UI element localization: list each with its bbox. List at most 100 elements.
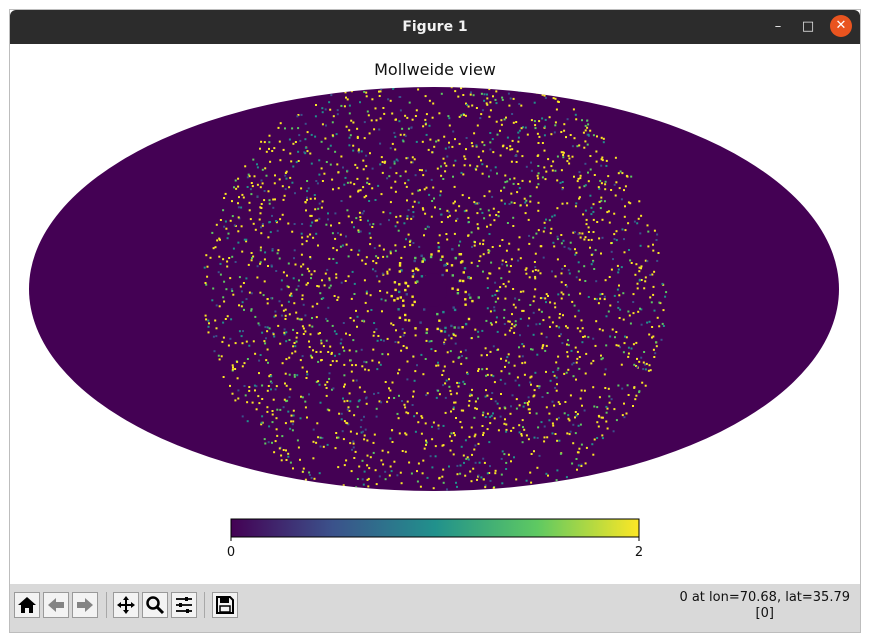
data-pixel (338, 353, 341, 356)
data-pixel (266, 406, 269, 409)
data-pixel (403, 133, 406, 136)
data-pixel (503, 496, 505, 498)
data-pixel (419, 500, 421, 502)
data-pixel (507, 353, 510, 356)
data-pixel (462, 87, 465, 88)
data-pixel (473, 416, 476, 419)
data-pixel (358, 249, 361, 252)
data-pixel (291, 352, 294, 355)
configure-subplots-button[interactable] (171, 592, 197, 618)
mollweide-map[interactable]: 0 2 (10, 44, 860, 584)
data-pixel (655, 345, 658, 348)
forward-arrow-icon (77, 598, 93, 612)
data-pixel (351, 364, 354, 367)
data-pixel (562, 314, 564, 317)
data-pixel (237, 397, 240, 400)
data-pixel (541, 345, 544, 348)
data-pixel (500, 123, 503, 126)
data-pixel (356, 177, 359, 180)
data-pixel (266, 410, 269, 413)
data-pixel (237, 185, 240, 188)
data-pixel (417, 189, 420, 192)
data-pixel (340, 155, 343, 158)
data-pixel (536, 466, 539, 469)
data-pixel (513, 499, 515, 501)
data-pixel (240, 305, 243, 308)
data-pixel (247, 263, 250, 266)
data-pixel (509, 178, 511, 181)
data-pixel (301, 396, 304, 399)
data-pixel (610, 242, 613, 245)
data-pixel (452, 453, 455, 456)
data-pixel (481, 211, 484, 214)
data-pixel (578, 447, 581, 450)
data-pixel (367, 219, 369, 222)
data-pixel (491, 195, 494, 198)
data-pixel (501, 98, 504, 101)
data-pixel (237, 206, 240, 209)
title-bar[interactable]: Figure 1 – □ ✕ (10, 10, 860, 44)
figure-canvas[interactable]: 0 2 Mollweide view (10, 44, 860, 584)
data-pixel (592, 203, 595, 206)
data-pixel (329, 284, 332, 287)
data-pixel (525, 479, 528, 482)
data-pixel (577, 464, 580, 467)
data-pixel (635, 394, 638, 397)
data-pixel (437, 424, 440, 427)
data-pixel (529, 200, 532, 203)
data-pixel (593, 438, 596, 441)
data-pixel (308, 471, 311, 474)
data-pixel (355, 350, 358, 353)
save-button[interactable] (212, 592, 238, 618)
data-pixel (526, 493, 528, 495)
data-pixel (318, 202, 321, 205)
data-pixel (272, 206, 275, 209)
data-pixel (506, 136, 509, 139)
data-pixel (232, 366, 234, 369)
data-pixel (315, 351, 318, 353)
data-pixel (255, 408, 258, 411)
data-pixel (597, 425, 600, 428)
data-pixel (470, 91, 472, 94)
navigation-toolbar: 0 at lon=70.68, lat=35.79 [0] (10, 584, 860, 632)
data-pixel (345, 332, 347, 335)
data-pixel (580, 443, 583, 446)
data-pixel (534, 127, 537, 130)
data-pixel (647, 369, 650, 372)
data-pixel (251, 401, 254, 404)
data-pixel (369, 243, 372, 246)
forward-button[interactable] (72, 592, 98, 618)
data-pixel (418, 245, 421, 248)
data-pixel (378, 492, 380, 494)
data-pixel (658, 301, 661, 304)
pan-button[interactable] (113, 592, 139, 618)
close-button[interactable]: ✕ (830, 15, 852, 37)
maximize-button[interactable]: □ (801, 19, 815, 34)
data-pixel (282, 309, 285, 312)
data-pixel (399, 296, 402, 299)
data-pixel (508, 203, 511, 205)
data-pixel (335, 276, 338, 279)
data-pixel (471, 145, 474, 148)
data-pixel (647, 245, 650, 248)
data-pixel (524, 268, 527, 271)
data-pixel (491, 138, 494, 141)
data-pixel (300, 318, 303, 321)
minimize-button[interactable]: – (774, 19, 782, 34)
data-pixel (299, 417, 302, 420)
home-button[interactable] (14, 592, 40, 618)
data-pixel (583, 185, 586, 188)
data-pixel (475, 168, 478, 171)
back-button[interactable] (43, 592, 69, 618)
data-pixel (595, 298, 598, 301)
data-pixel (362, 483, 365, 486)
zoom-button[interactable] (142, 592, 168, 618)
data-pixel (383, 112, 386, 115)
data-pixel (457, 326, 460, 329)
data-pixel (568, 157, 571, 160)
data-pixel (414, 115, 417, 117)
data-pixel (642, 368, 645, 371)
data-pixel (434, 517, 436, 519)
data-pixel (386, 255, 389, 258)
data-pixel (500, 370, 503, 373)
